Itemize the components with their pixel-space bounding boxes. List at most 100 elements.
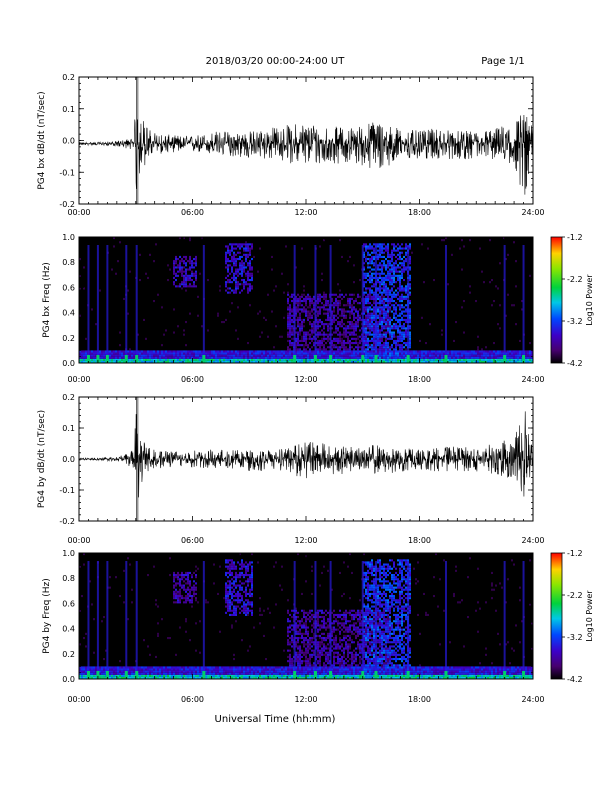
spectrogram-cell xyxy=(305,337,307,340)
spectrogram-cell xyxy=(353,331,355,334)
spectrogram-cell xyxy=(383,352,385,355)
spectrogram-cell xyxy=(195,582,197,585)
spectrogram-cell xyxy=(403,260,405,263)
spectrogram-cell xyxy=(153,354,155,357)
spectrogram-cell xyxy=(443,360,445,363)
spectrogram-cell xyxy=(227,592,229,595)
spectrogram-cell xyxy=(355,346,357,349)
spectrogram-cell xyxy=(81,676,83,679)
spectrogram-cell xyxy=(173,586,175,589)
spectrogram-cell xyxy=(395,352,397,355)
spectrogram-cell xyxy=(217,360,219,363)
spectrogram-cell xyxy=(249,287,251,290)
spectrogram-cell xyxy=(185,666,187,669)
spectrogram-cell xyxy=(369,325,371,328)
spectrogram-vertical-band xyxy=(444,245,447,363)
spectrogram-cell xyxy=(365,335,367,338)
spectrogram-cell xyxy=(369,258,371,261)
spectrogram-vertical-band xyxy=(202,245,205,363)
spectrogram-cell xyxy=(93,676,95,679)
spectrogram-cell xyxy=(311,297,313,300)
spectrogram-cell xyxy=(199,354,201,357)
spectrogram-cell xyxy=(251,354,253,357)
spectrogram-cell xyxy=(487,358,489,361)
spectrogram-cell xyxy=(185,268,187,271)
spectrogram-cell xyxy=(341,342,343,345)
spectrogram-cell xyxy=(101,666,103,669)
spectrogram-cell xyxy=(227,559,229,562)
spectrogram-cell xyxy=(515,323,517,326)
spectrogram-cell xyxy=(227,580,229,583)
spectrogram-cell xyxy=(141,668,143,671)
spectrogram-cell xyxy=(393,245,395,248)
spectrogram-cell xyxy=(175,592,177,595)
spectrogram-cell xyxy=(179,237,181,240)
spectrogram-cell xyxy=(347,360,349,363)
spectrogram-cell xyxy=(303,321,305,324)
spectrogram-cell xyxy=(241,567,243,570)
spectrogram-cell xyxy=(409,337,411,340)
spectrogram-cell xyxy=(507,352,509,355)
spectrogram-cell xyxy=(179,588,181,591)
spectrogram-cell xyxy=(199,676,201,679)
spectrogram-cell xyxy=(99,360,101,363)
spectrogram-cell xyxy=(397,337,399,340)
spectrogram-cell xyxy=(363,346,365,349)
spectrogram-cell xyxy=(297,337,299,340)
spectrogram-cell xyxy=(101,676,103,679)
spectrogram-cell xyxy=(395,281,397,284)
spectrogram-cell xyxy=(247,358,249,361)
spectrogram-cell xyxy=(245,274,247,277)
spectrogram-cell xyxy=(207,356,209,359)
spectrogram-cell xyxy=(213,350,215,353)
spectrogram-cell xyxy=(353,327,355,330)
spectrogram-cell xyxy=(239,262,241,265)
spectrogram-cell xyxy=(83,672,85,675)
spectrogram-cell xyxy=(133,360,135,363)
spectrogram-cell xyxy=(377,266,379,269)
spectrogram-cell xyxy=(405,295,407,298)
spectrogram-cell xyxy=(399,279,401,282)
spectrogram-cell xyxy=(349,350,351,353)
spectrogram-cell xyxy=(79,352,81,355)
spectrogram-cell xyxy=(191,358,193,361)
spectrogram-cell xyxy=(369,308,371,311)
spectrogram-cell xyxy=(229,253,231,256)
spectrogram-cell xyxy=(471,350,473,353)
spectrogram-cell xyxy=(363,266,365,269)
spectrogram-cell xyxy=(453,360,455,363)
spectrogram-cell xyxy=(243,576,245,579)
spectrogram-cell xyxy=(353,302,355,305)
spectrogram-cell xyxy=(405,285,407,288)
spectrogram-cell xyxy=(111,670,113,673)
spectrogram-cell xyxy=(495,354,497,357)
spectrogram-cell xyxy=(131,670,133,673)
spectrogram-cell xyxy=(411,354,413,357)
spectrogram-cell xyxy=(185,601,187,604)
spectrogram-cell xyxy=(341,293,343,296)
spectrogram-cell xyxy=(305,310,307,313)
spectrogram-cell xyxy=(241,358,243,361)
spectrogram-cell xyxy=(317,325,319,328)
spectrogram-cell xyxy=(231,289,233,292)
spectrogram-cell xyxy=(307,316,309,319)
spectrogram-cell xyxy=(343,295,345,298)
spectrogram-cell xyxy=(115,350,117,353)
spectrogram-cell xyxy=(371,346,373,349)
spectrogram-cell xyxy=(323,304,325,307)
spectrogram-cell xyxy=(263,674,265,677)
spectrogram-cell xyxy=(171,356,173,359)
spectrogram-cell xyxy=(241,262,243,265)
spectrogram-cell xyxy=(357,348,359,351)
spectrogram-cell xyxy=(81,352,83,355)
spectrogram-cell xyxy=(389,327,391,330)
spectrogram-cell xyxy=(371,308,373,311)
spectrogram-cell xyxy=(389,360,391,363)
spectrogram-cell xyxy=(209,668,211,671)
spectrogram-cell xyxy=(389,293,391,296)
spectrogram-cell xyxy=(177,676,179,679)
spectrogram-cell xyxy=(391,352,393,355)
spectrogram-cell xyxy=(301,325,303,328)
spectrogram-cell xyxy=(187,279,189,282)
spectrogram-cell xyxy=(121,360,123,363)
